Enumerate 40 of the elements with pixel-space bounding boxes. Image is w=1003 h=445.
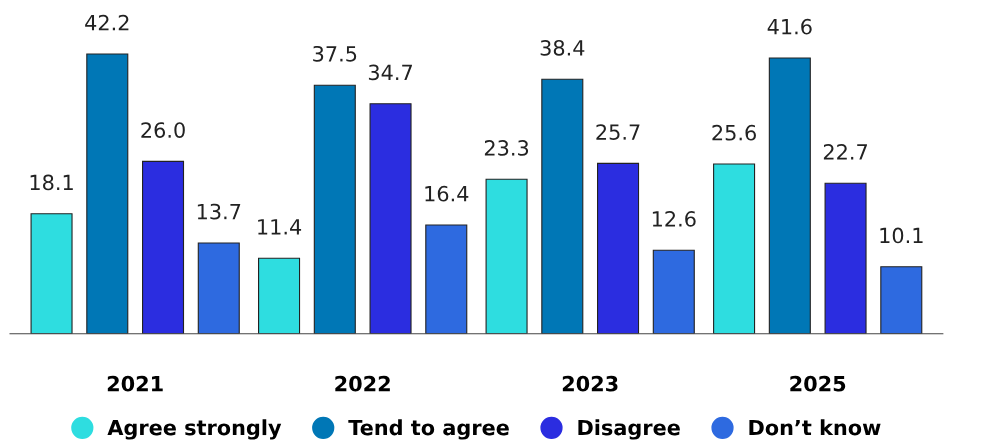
bar	[86, 53, 129, 334]
x-tick-label: 2021	[107, 375, 163, 392]
x-tick-label: 2022	[335, 375, 390, 392]
data-label: 41.6	[767, 18, 812, 35]
x-tick-label: 2023	[562, 375, 618, 392]
bar	[313, 84, 356, 334]
data-label: 10.1	[880, 227, 923, 244]
data-label: 37.5	[313, 45, 357, 62]
bar	[768, 57, 811, 334]
data-label: 25.7	[596, 124, 640, 140]
data-label: 13.7	[197, 203, 241, 220]
data-label: 12.6	[652, 210, 696, 227]
data-label: 18.1	[30, 174, 73, 191]
bar	[141, 160, 185, 334]
x-tick-label: 2025	[790, 375, 846, 392]
data-label: 38.4	[540, 39, 585, 56]
legend-label: Don’t know	[749, 419, 881, 436]
bar	[425, 224, 468, 334]
legend-label: Disagree	[578, 419, 680, 440]
bar	[713, 163, 756, 334]
bar	[541, 78, 584, 334]
bar	[369, 103, 412, 334]
bar	[197, 242, 240, 334]
data-label: 22.7	[823, 144, 867, 160]
data-label: 42.2	[85, 14, 129, 31]
data-label: 34.7	[368, 64, 412, 81]
legend-label: Agree strongly	[107, 419, 282, 440]
bar	[485, 178, 528, 334]
bar	[30, 213, 73, 334]
bar	[258, 257, 301, 334]
bar	[824, 182, 867, 334]
bar	[880, 266, 923, 334]
data-label: 23.3	[484, 140, 529, 156]
bar	[652, 249, 695, 334]
data-label: 26.0	[141, 122, 185, 138]
bar	[597, 162, 640, 334]
data-label: 11.4	[258, 219, 302, 235]
data-label: 25.6	[712, 124, 756, 141]
data-label: 16.4	[425, 185, 469, 202]
legend-label: Tend to agree	[348, 419, 509, 440]
